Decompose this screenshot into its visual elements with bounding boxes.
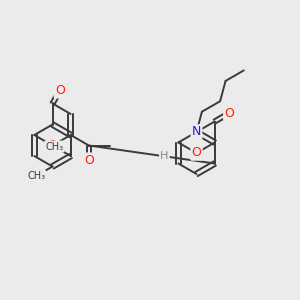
Text: CH₃: CH₃: [27, 171, 45, 181]
Text: CH₃: CH₃: [45, 142, 63, 152]
Text: O: O: [84, 154, 94, 167]
Text: O: O: [224, 106, 234, 120]
Text: O: O: [55, 84, 65, 97]
Text: H: H: [160, 151, 169, 161]
Text: O: O: [192, 146, 201, 160]
Text: N: N: [192, 125, 201, 139]
Text: O: O: [48, 139, 57, 152]
